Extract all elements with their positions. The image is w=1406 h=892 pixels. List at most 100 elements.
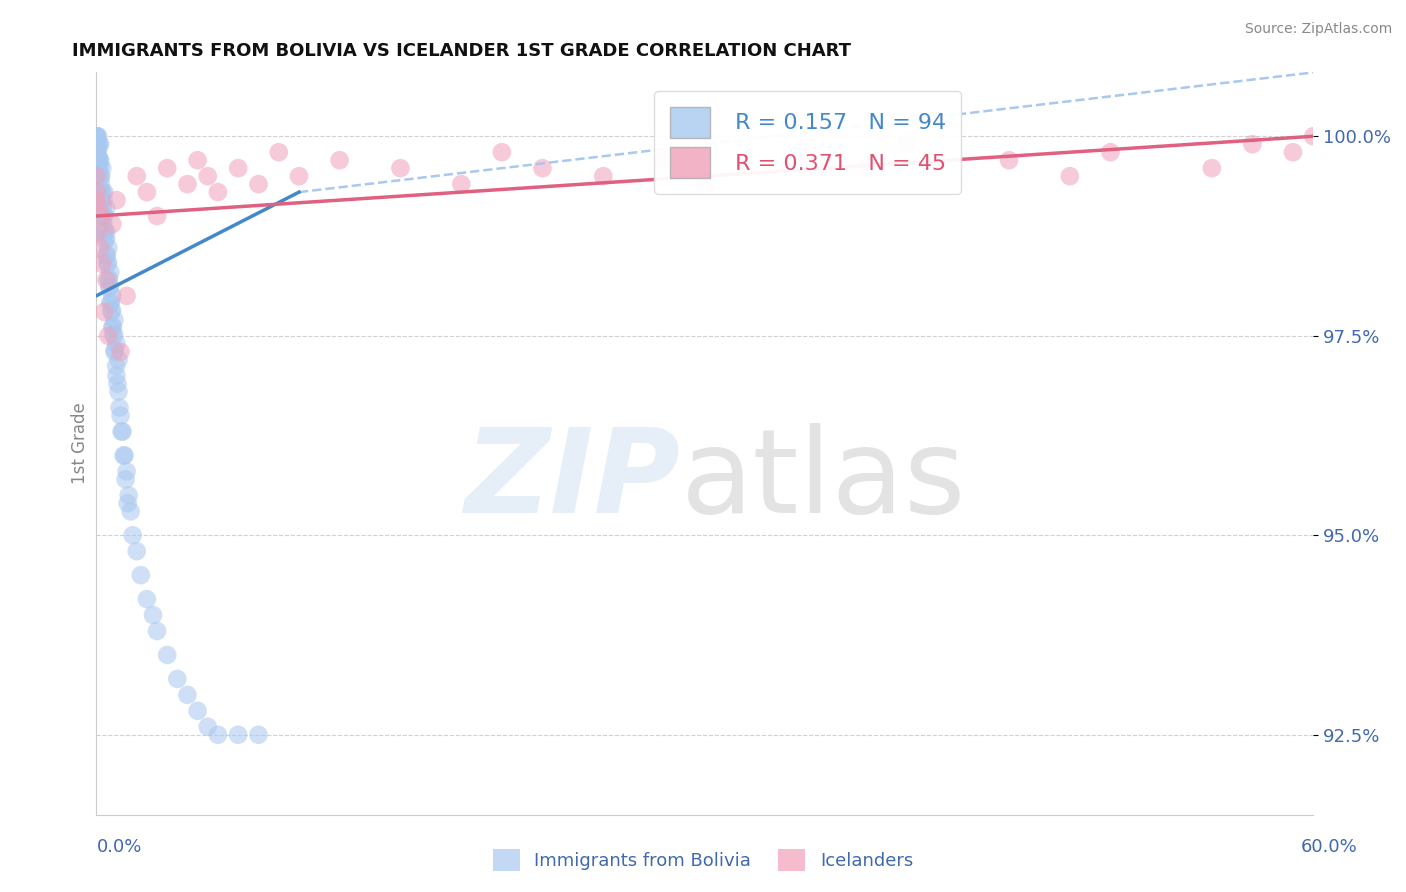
- Point: [84, 193, 107, 207]
- Point: [97, 255, 120, 269]
- Point: [107, 352, 129, 367]
- Point: [115, 465, 138, 479]
- Point: [100, 297, 122, 311]
- Point: [267, 145, 290, 160]
- Point: [89, 201, 111, 215]
- Point: [101, 217, 124, 231]
- Text: atlas: atlas: [681, 423, 966, 538]
- Point: [105, 193, 128, 207]
- Point: [86, 185, 108, 199]
- Point: [115, 289, 138, 303]
- Point: [84, 129, 107, 144]
- Point: [86, 153, 108, 168]
- Point: [84, 129, 107, 144]
- Text: IMMIGRANTS FROM BOLIVIA VS ICELANDER 1ST GRADE CORRELATION CHART: IMMIGRANTS FROM BOLIVIA VS ICELANDER 1ST…: [72, 42, 851, 60]
- Point: [98, 281, 121, 295]
- Y-axis label: 1st Grade: 1st Grade: [72, 402, 89, 484]
- Point: [89, 160, 111, 174]
- Point: [117, 488, 139, 502]
- Point: [110, 409, 132, 423]
- Point: [91, 257, 114, 271]
- Point: [105, 359, 128, 373]
- Point: [91, 209, 114, 223]
- Point: [96, 201, 118, 215]
- Text: 0.0%: 0.0%: [97, 838, 142, 855]
- Point: [329, 153, 352, 168]
- Point: [112, 449, 135, 463]
- Point: [89, 241, 111, 255]
- Legend:  R = 0.157   N = 94,  R = 0.371   N = 45: R = 0.157 N = 94, R = 0.371 N = 45: [654, 91, 962, 194]
- Point: [389, 161, 412, 176]
- Point: [87, 225, 110, 239]
- Point: [89, 169, 111, 183]
- Point: [91, 193, 114, 207]
- Point: [897, 137, 920, 152]
- Point: [89, 153, 111, 168]
- Text: 60.0%: 60.0%: [1301, 838, 1357, 855]
- Point: [103, 313, 125, 327]
- Point: [94, 231, 117, 245]
- Point: [90, 169, 112, 183]
- Point: [105, 336, 128, 351]
- Point: [197, 720, 219, 734]
- Point: [187, 153, 209, 168]
- Point: [89, 169, 111, 183]
- Point: [121, 528, 143, 542]
- Point: [135, 592, 157, 607]
- Point: [693, 177, 716, 191]
- Point: [89, 153, 111, 168]
- Point: [87, 152, 110, 166]
- Point: [166, 672, 188, 686]
- Point: [197, 169, 219, 183]
- Point: [107, 376, 129, 391]
- Point: [129, 568, 152, 582]
- Point: [90, 193, 112, 207]
- Point: [1302, 129, 1324, 144]
- Point: [97, 273, 120, 287]
- Point: [176, 688, 198, 702]
- Point: [96, 249, 118, 263]
- Point: [998, 153, 1021, 168]
- Point: [146, 624, 169, 638]
- Point: [101, 289, 124, 303]
- Point: [120, 504, 142, 518]
- Point: [156, 648, 179, 662]
- Point: [142, 608, 165, 623]
- Point: [450, 177, 472, 191]
- Point: [87, 137, 110, 152]
- Point: [101, 303, 124, 318]
- Point: [247, 177, 270, 191]
- Point: [103, 328, 125, 343]
- Point: [1201, 161, 1223, 176]
- Point: [96, 225, 118, 239]
- Point: [97, 271, 120, 285]
- Point: [90, 184, 112, 198]
- Point: [90, 176, 112, 190]
- Point: [100, 265, 122, 279]
- Point: [87, 129, 110, 144]
- Point: [531, 161, 554, 176]
- Point: [207, 728, 229, 742]
- Point: [1282, 145, 1305, 160]
- Point: [794, 145, 817, 160]
- Point: [107, 384, 129, 399]
- Point: [1059, 169, 1081, 183]
- Point: [105, 368, 128, 383]
- Point: [87, 161, 110, 176]
- Point: [101, 320, 124, 334]
- Point: [93, 209, 115, 223]
- Point: [247, 728, 270, 742]
- Point: [100, 295, 122, 310]
- Point: [226, 728, 249, 742]
- Point: [103, 344, 125, 359]
- Point: [156, 161, 179, 176]
- Point: [93, 207, 115, 221]
- Point: [84, 169, 107, 183]
- Point: [652, 153, 675, 168]
- Point: [187, 704, 209, 718]
- Point: [96, 247, 118, 261]
- Point: [101, 319, 124, 334]
- Point: [103, 327, 125, 342]
- Point: [87, 149, 110, 163]
- Point: [89, 185, 111, 199]
